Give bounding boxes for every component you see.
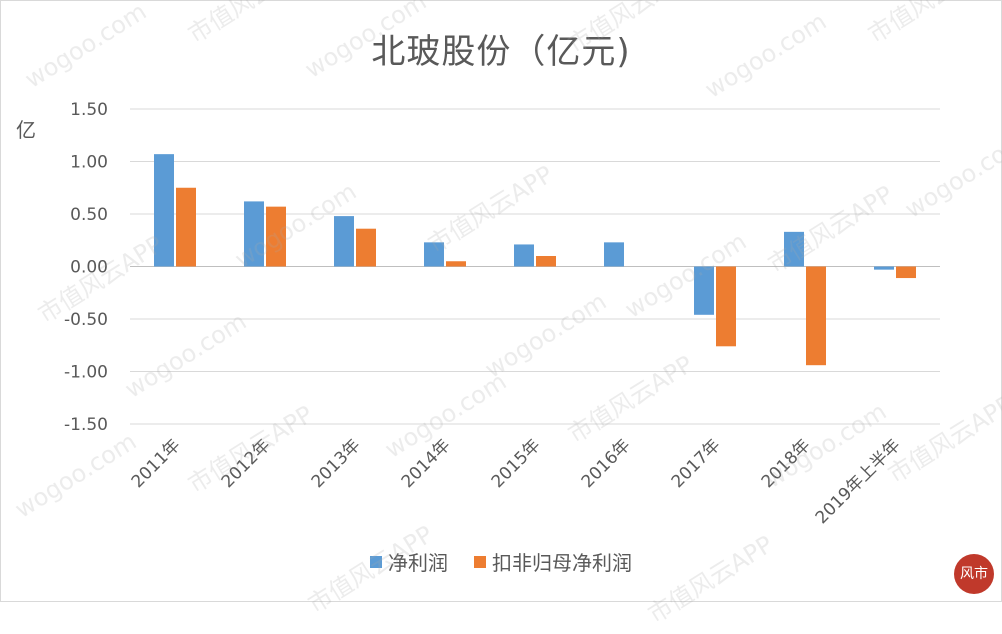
- legend-label-net-profit: 净利润: [388, 551, 448, 575]
- chart-title: 北玻股份（亿元): [371, 32, 631, 72]
- bar-adjusted-profit: [536, 256, 556, 267]
- logo-stamp: 风市值: [954, 554, 994, 622]
- x-tick-label: 2017年: [668, 435, 725, 492]
- x-tick-label: 2018年: [758, 435, 815, 492]
- x-tick-label: 2015年: [488, 435, 545, 492]
- x-tick-label: 2019年上半年: [812, 435, 905, 528]
- y-tick-label: 0.00: [70, 258, 108, 278]
- bar-net-profit: [604, 242, 624, 267]
- legend-swatch-net-profit: [370, 555, 382, 568]
- y-tick-label: -1.00: [64, 363, 108, 383]
- bar-net-profit: [334, 216, 354, 267]
- x-tick-label: 2013年: [308, 435, 365, 492]
- bar-adjusted-profit: [266, 206, 286, 267]
- x-tick-label: 2016年: [578, 435, 635, 492]
- chart-frame: [0, 0, 1002, 602]
- bar-net-profit: [244, 201, 264, 267]
- bar-net-profit: [784, 231, 804, 267]
- legend: 净利润 扣非归母净利润: [0, 547, 1002, 576]
- bar-net-profit: [694, 266, 714, 315]
- bar-adjusted-profit: [176, 187, 196, 267]
- x-tick-label: 2012年: [218, 435, 275, 492]
- legend-item-adjusted-profit: 扣非归母净利润: [474, 547, 632, 576]
- bar-adjusted-profit: [446, 261, 466, 267]
- legend-item-net-profit: 净利润: [370, 547, 448, 576]
- bar-adjusted-profit: [356, 228, 376, 267]
- bar-adjusted-profit: [896, 266, 916, 279]
- y-axis-label: 亿: [16, 118, 36, 142]
- bar-net-profit: [874, 266, 894, 270]
- y-tick-label: 0.50: [70, 205, 108, 225]
- y-tick-label: -1.50: [64, 415, 108, 435]
- bar-adjusted-profit: [806, 266, 826, 366]
- x-tick-label: 2011年: [128, 435, 185, 492]
- bar-net-profit: [424, 242, 444, 267]
- y-tick-label: -0.50: [64, 310, 108, 330]
- y-tick-label: 1.50: [70, 100, 108, 120]
- bar-net-profit: [514, 244, 534, 267]
- bar-chart: 1.50 1.00 0.50 0.00 -0.50 -1.00 -1.50 2011年 2012…: [64, 100, 940, 528]
- bar-net-profit: [154, 154, 174, 267]
- y-tick-label: 1.00: [70, 153, 108, 173]
- bar-adjusted-profit: [716, 266, 736, 347]
- x-tick-label: 2014年: [398, 435, 455, 492]
- legend-label-adjusted-profit: 扣非归母净利润: [492, 551, 632, 575]
- legend-swatch-adjusted-profit: [474, 555, 486, 568]
